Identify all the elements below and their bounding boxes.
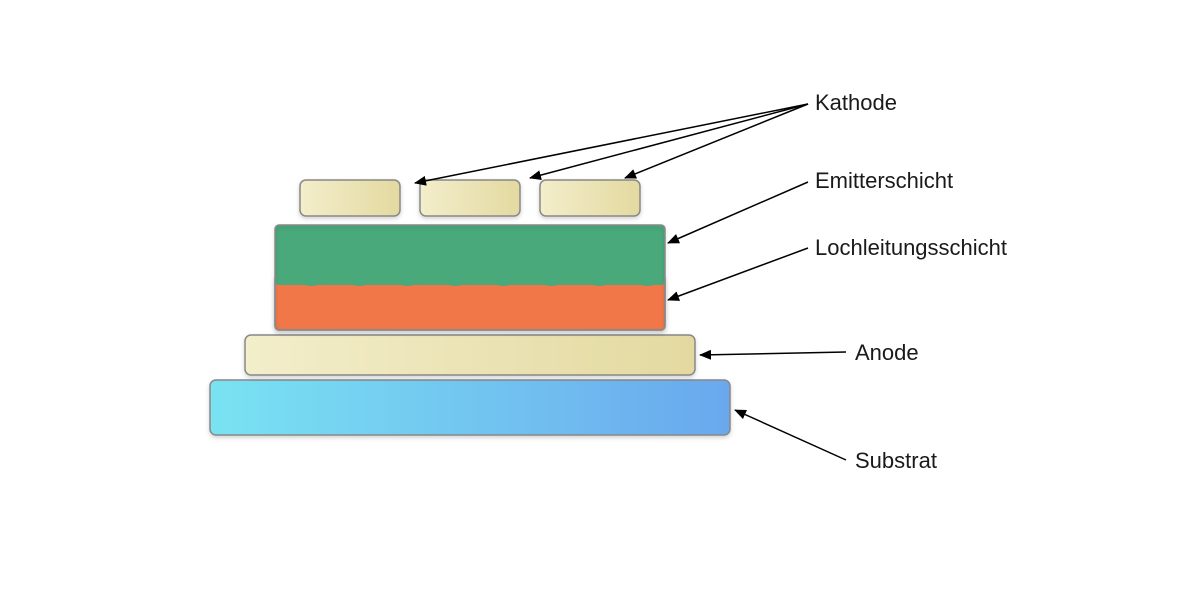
layer-emitter [275,225,665,285]
cathode-block-3 [540,180,640,216]
arrow-5 [668,248,808,300]
layer-cathodes [300,180,640,216]
label-hole: Lochleitungsschicht [815,235,1007,260]
label-anode: Anode [855,340,919,365]
oled-layer-diagram: Kathode Emitterschicht Lochleitungsschic… [0,0,1200,600]
arrow-3 [625,104,808,178]
label-substrate: Substrat [855,448,937,473]
arrow-1 [415,104,808,183]
layer-anode [245,335,695,375]
arrow-6 [700,352,846,355]
label-kathode: Kathode [815,90,897,115]
arrow-2 [530,104,808,178]
arrow-7 [735,410,846,460]
cathode-block-1 [300,180,400,216]
cathode-block-2 [420,180,520,216]
layer-substrate [210,380,730,435]
label-emitter: Emitterschicht [815,168,953,193]
arrow-4 [668,182,808,243]
